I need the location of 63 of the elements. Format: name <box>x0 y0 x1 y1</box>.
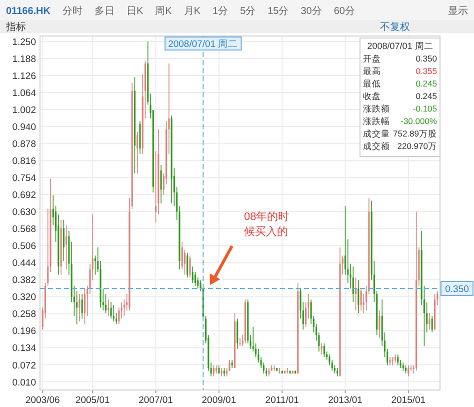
y-tick-label: 0.258 <box>12 309 36 320</box>
candlestick <box>184 250 186 276</box>
y-tick-label: 0.072 <box>12 360 36 372</box>
y-tick-label: 0.444 <box>12 258 36 270</box>
y-tick-label: 0.940 <box>12 122 36 134</box>
candlestick <box>136 132 138 174</box>
y-tick-label: 0.568 <box>12 224 36 236</box>
x-tick-label: 2007/01 <box>138 395 173 406</box>
candlestick <box>192 266 194 284</box>
y-tick-label: 1.064 <box>12 88 36 100</box>
annotation: 08年的时候买入的 <box>244 210 290 238</box>
candlestick <box>431 316 433 333</box>
candlestick <box>212 364 214 377</box>
crosshair-label: 2008/07/01 周二 <box>164 36 242 50</box>
y-tick-label: 0.878 <box>12 139 36 150</box>
candlestick <box>84 288 86 325</box>
candlestick <box>397 354 399 366</box>
candlestick <box>378 310 380 338</box>
y-tick-label: 0.630 <box>12 207 36 218</box>
candlestick <box>160 164 162 204</box>
ref-line-label: 0.350 <box>445 284 469 295</box>
y-tick-label: 1.126 <box>12 71 36 82</box>
y-tick-label: 1.250 <box>12 36 36 48</box>
y-tick-label: 0.754 <box>12 173 36 184</box>
y-tick-label: 0.010 <box>12 377 36 388</box>
candlestick <box>108 299 110 316</box>
y-tick-label: 1.188 <box>12 54 36 65</box>
candlestick <box>323 342 325 358</box>
crosshair-value: 0.350 <box>440 280 474 296</box>
annotation: 成交量 752.89万股 <box>363 128 437 138</box>
y-tick-label: 0.506 <box>12 241 36 252</box>
toolbar: 01166.HK 分时 多日 日K 周K 月K 1分 5分 15分 30分 60分 显示 指标 不复权 <box>0 0 474 33</box>
candlestick <box>189 255 191 278</box>
x-tick-label: 2003/06 <box>25 395 60 406</box>
y-tick-label: 0.692 <box>12 190 36 202</box>
candlestick <box>236 318 238 350</box>
x-tick-label: 2015/01 <box>391 395 426 406</box>
y-tick-label: 1.002 <box>12 105 36 116</box>
annotation: 2008/07/01 周二 <box>367 41 433 51</box>
ref-line-label: 2008/07/01 周二 <box>168 39 238 50</box>
y-tick-label: 0.320 <box>12 292 36 304</box>
y-tick-label: 0.134 <box>12 343 36 354</box>
candlestick <box>110 302 112 320</box>
candlestick <box>358 280 360 314</box>
candlestick <box>428 312 430 330</box>
x-tick-label: 2009/01 <box>202 395 236 406</box>
candlestick <box>78 294 80 322</box>
tooltip: 2008/07/01 周二 开盘 0.350 最高 0.355 最低 0.245 收盘 0.245 涨跌额 -0.105 涨跌幅 -30.000% 成交量 752.89万股 成交额 220.970万 <box>360 38 440 157</box>
candlestick <box>360 288 362 311</box>
candlestick <box>81 294 83 320</box>
candlestick <box>62 219 64 262</box>
candlestick <box>408 364 410 377</box>
y-tick-label: 0.382 <box>12 275 36 286</box>
candlestick <box>389 356 391 366</box>
candlestick <box>186 252 188 278</box>
candlestick <box>320 342 322 355</box>
y-tick-label: 0.816 <box>12 156 36 168</box>
candlestick <box>66 224 68 270</box>
annotation: 成交额 220.970万 <box>363 141 437 151</box>
x-tick-label: 2013/01 <box>328 395 362 406</box>
x-tick-label: 2005/01 <box>75 395 110 406</box>
x-tick-label: 2011/01 <box>265 395 299 406</box>
y-tick-label: 0.196 <box>12 326 36 338</box>
